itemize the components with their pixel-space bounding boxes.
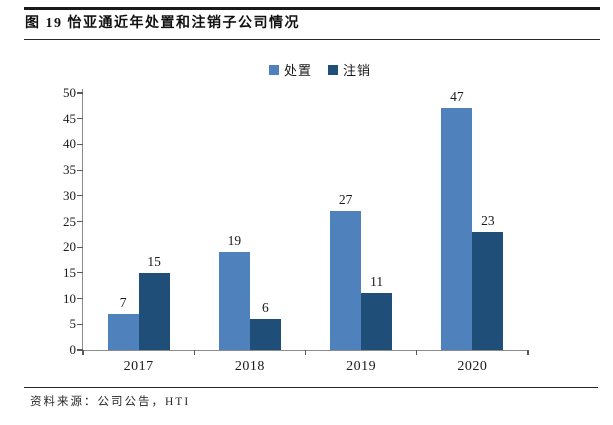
- bar-value-label: 11: [370, 274, 384, 290]
- y-axis-tick-label: 20: [63, 239, 76, 255]
- y-axis-tick: [77, 195, 83, 197]
- figure-title: 图 19 怡亚通近年处置和注销子公司情况: [25, 16, 300, 31]
- legend-label: 注销: [343, 63, 372, 78]
- top-rule: [24, 7, 600, 10]
- title-rule: [24, 39, 600, 41]
- bar-value-label: 15: [147, 253, 161, 269]
- y-axis-tick: [77, 220, 83, 223]
- y-axis-tick-label: 0: [69, 342, 77, 357]
- y-axis-tick: [77, 298, 83, 300]
- bar-处置-2017: [107, 314, 139, 350]
- y-axis-tick: [77, 246, 83, 248]
- y-axis-tick-label: 30: [63, 187, 76, 203]
- x-axis-tick: [82, 350, 84, 355]
- y-axis-tick: [77, 118, 83, 120]
- y-axis-line: [82, 89, 84, 350]
- x-axis-category-label: 2019: [346, 359, 377, 374]
- bar-value-label: 47: [450, 89, 464, 105]
- x-axis-tick: [304, 350, 307, 355]
- bar-注销-2019: [361, 293, 393, 350]
- y-axis-tick-label: 45: [63, 110, 76, 126]
- x-axis-category-label: 2020: [457, 359, 488, 374]
- y-axis-tick: [77, 169, 83, 171]
- bar-注销-2018: [249, 319, 281, 350]
- y-axis-tick-label: 25: [63, 213, 76, 229]
- bar-value-label: 23: [481, 212, 495, 228]
- bar-注销-2017: [138, 272, 170, 350]
- chart-legend: 处置 注销: [268, 60, 371, 79]
- x-axis-category-label: 2017: [123, 359, 154, 374]
- y-axis-tick: [77, 323, 83, 325]
- bar-value-label: 6: [262, 300, 269, 316]
- y-axis-tick-label: 40: [63, 136, 76, 152]
- bar-value-label: 27: [338, 192, 353, 208]
- bar-value-label: 19: [227, 233, 242, 249]
- y-axis-tick-label: 50: [63, 85, 76, 100]
- source-note: 资料来源：公司公告，HTI: [30, 396, 191, 408]
- y-axis-tick: [77, 92, 83, 94]
- bar-处置-2019: [330, 211, 362, 350]
- x-axis-tick: [416, 350, 418, 355]
- bar-注销-2020: [472, 231, 504, 350]
- y-axis-tick: [77, 349, 83, 351]
- legend-item-处置: 处置: [268, 60, 312, 79]
- y-axis-tick-label: 5: [69, 316, 77, 332]
- x-axis-tick: [193, 350, 195, 355]
- legend-swatch-icon: [328, 64, 338, 75]
- bar-value-label: 7: [119, 295, 127, 311]
- bar-处置-2020: [441, 108, 473, 350]
- y-axis-tick: [77, 143, 83, 145]
- y-axis-tick-label: 10: [63, 290, 76, 306]
- bottom-rule: [24, 387, 598, 389]
- legend-label: 处置: [283, 63, 312, 78]
- legend-item-注销: 注销: [328, 60, 371, 79]
- y-axis-tick-label: 15: [63, 264, 76, 280]
- y-axis-tick: [77, 272, 83, 274]
- bar-处置-2018: [218, 252, 250, 350]
- y-axis-tick-label: 35: [63, 162, 76, 178]
- x-axis-category-label: 2018: [234, 359, 265, 374]
- legend-swatch-icon: [268, 64, 279, 75]
- x-axis-tick: [527, 350, 529, 355]
